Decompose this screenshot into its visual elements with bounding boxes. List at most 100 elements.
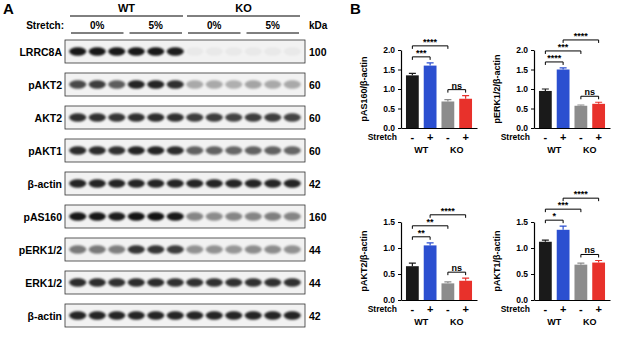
band (69, 311, 86, 319)
band (225, 179, 242, 187)
band (186, 80, 203, 88)
band (264, 311, 281, 319)
y-tick-mark (398, 222, 401, 223)
x-tick: + (427, 128, 433, 143)
chart: 0.00.51.01.52.0-+-+StretchWTKOpAS160/β-a… (359, 37, 478, 155)
group-label: KO (235, 2, 252, 14)
band (89, 311, 106, 319)
band (264, 113, 281, 121)
band (264, 80, 281, 88)
bands (69, 179, 301, 187)
bands (69, 47, 301, 55)
y-axis-line (401, 223, 402, 301)
x-tick-label: - (446, 303, 450, 315)
error-bar (444, 100, 451, 102)
bar (459, 99, 472, 128)
y-tick-label: 0.5 (516, 269, 528, 279)
band (89, 113, 106, 121)
band (264, 47, 281, 55)
band (284, 80, 301, 88)
y-axis: 0.00.51.01.52.0 (516, 45, 534, 133)
band (186, 278, 203, 286)
y-tick-mark (398, 109, 401, 110)
significance: **** (423, 37, 438, 47)
band (206, 47, 223, 55)
x-tick-label: - (411, 131, 415, 143)
y-axis: 0.00.51.01.5 (383, 217, 401, 305)
band (264, 212, 281, 220)
band (128, 311, 145, 319)
error-bar (595, 102, 602, 104)
y-tick-label: 1.5 (383, 65, 395, 75)
band (167, 80, 184, 88)
bar (592, 263, 605, 300)
band (89, 179, 106, 187)
x-tick: - (579, 300, 583, 315)
band (128, 278, 145, 286)
chart: 0.00.51.01.52.0-+-+StretchWTKOpERK1/2/β-… (492, 31, 611, 155)
band (69, 113, 86, 121)
y-tick: 2.0 (516, 45, 534, 55)
y-tick-label: 1.0 (516, 243, 528, 253)
blot-strip (65, 106, 305, 129)
x-axis-line (535, 300, 611, 301)
band (69, 47, 86, 55)
error-bar (444, 282, 451, 284)
x-axis: -+-+ (535, 300, 611, 315)
band (147, 278, 164, 286)
y-tick: 1.5 (516, 217, 534, 227)
x-tick: - (446, 128, 450, 143)
kda-value: 44 (309, 244, 321, 256)
x-tick: - (544, 128, 548, 143)
band (264, 179, 281, 187)
blot-strip (65, 205, 305, 228)
band (245, 212, 262, 220)
y-tick: 1.0 (383, 243, 401, 253)
band (108, 212, 125, 220)
band (245, 113, 262, 121)
x-tick: - (411, 300, 415, 315)
bar (539, 242, 552, 300)
blot-strip (65, 172, 305, 195)
band (147, 311, 164, 319)
y-tick: 0.5 (516, 269, 534, 279)
band (245, 278, 262, 286)
band (167, 179, 184, 187)
marks (406, 63, 472, 128)
y-axis-line (534, 51, 535, 129)
band (225, 146, 242, 154)
band (186, 212, 203, 220)
bands (69, 311, 301, 319)
band (167, 146, 184, 154)
band (225, 245, 242, 253)
band (147, 212, 164, 220)
x-tick-label: + (427, 303, 433, 315)
y-tick-mark (531, 70, 534, 71)
band (89, 245, 106, 253)
y-tick-label: 1.0 (383, 243, 395, 253)
band (147, 80, 164, 88)
band (225, 113, 242, 121)
group-label: KO (450, 145, 464, 155)
y-axis-title: pAS160/β-actin (359, 56, 369, 121)
group-label: WT (547, 317, 561, 327)
bar (441, 283, 454, 300)
significance: **** (574, 31, 589, 41)
error-bar (409, 73, 416, 75)
x-tick-label: + (595, 131, 601, 143)
error-bar (427, 243, 434, 246)
condition-line (71, 33, 124, 34)
marks (406, 243, 472, 300)
y-axis-title: pERK1/2/β-actin (492, 54, 502, 123)
band (108, 245, 125, 253)
band (167, 245, 184, 253)
y-tick-mark (531, 50, 534, 51)
row-label: AKT2 (35, 112, 63, 124)
bar (574, 106, 587, 128)
error-bar (409, 263, 416, 266)
band (128, 245, 145, 253)
band (206, 146, 223, 154)
band (186, 311, 203, 319)
y-axis-line (401, 51, 402, 129)
condition-line (247, 33, 300, 34)
